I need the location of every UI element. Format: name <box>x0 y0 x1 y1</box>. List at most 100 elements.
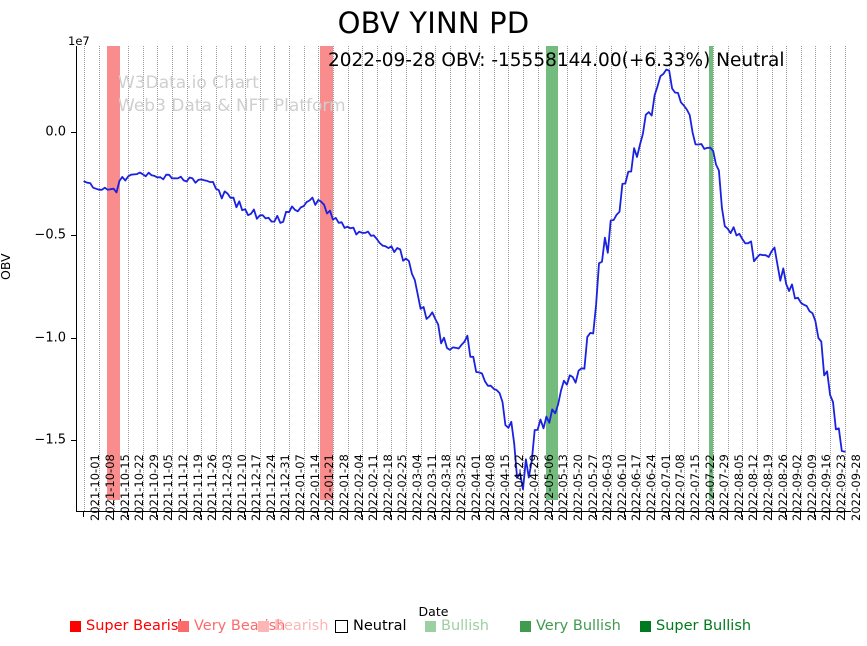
x-axis-tick-label: 2021-10-22 <box>132 454 147 521</box>
x-axis-tick-label: 2022-08-26 <box>775 454 790 521</box>
x-axis-tick-label: 2022-01-21 <box>322 454 337 521</box>
gridline <box>245 46 247 511</box>
gridline <box>508 46 510 511</box>
gridline <box>157 46 159 511</box>
x-axis-tick-mark <box>229 512 231 517</box>
x-axis-tick-mark <box>595 512 597 517</box>
y-axis-tick-mark <box>71 440 76 442</box>
shaded-band <box>320 46 333 500</box>
x-axis-tick-mark <box>522 512 523 517</box>
legend-item[interactable]: Neutral <box>335 618 407 634</box>
x-axis-tick-mark <box>741 512 743 517</box>
x-axis-tick-label: 2022-05-13 <box>556 454 571 521</box>
y-axis-title: OBV <box>0 253 13 280</box>
x-axis-tick-label: 2022-04-08 <box>483 454 498 521</box>
x-axis-tick-mark <box>726 512 728 517</box>
legend-label: Bullish <box>441 618 489 634</box>
legend-swatch <box>178 620 189 632</box>
gridline <box>84 46 86 511</box>
x-axis-tick-label: 2022-04-01 <box>468 454 483 521</box>
x-axis-tick-mark <box>829 512 831 517</box>
legend-label: Very Bullish <box>536 618 621 634</box>
legend-item[interactable]: Bullish <box>425 618 489 634</box>
x-axis-tick-label: 2022-04-15 <box>497 454 512 521</box>
x-axis-tick-label: 2022-07-15 <box>687 454 702 521</box>
x-axis-tick-mark <box>551 512 553 517</box>
x-axis-tick-label: 2022-06-17 <box>629 454 644 521</box>
x-axis-tick-label: 2022-03-04 <box>410 454 424 521</box>
gridline <box>815 46 817 511</box>
gridline <box>98 46 100 511</box>
x-axis-tick-mark <box>814 512 816 517</box>
x-axis-tick-label: 2022-09-28 <box>848 454 863 521</box>
gridline <box>449 46 451 511</box>
x-axis-tick-mark <box>302 512 304 517</box>
x-axis-tick-label: 2022-05-06 <box>541 454 556 521</box>
gridline <box>142 46 144 511</box>
legend-label: Super Bullish <box>656 618 752 634</box>
x-axis-tick-label: 2022-02-25 <box>395 454 410 521</box>
x-axis-tick-label: 2022-07-22 <box>702 454 717 521</box>
x-axis-tick-mark <box>492 512 494 517</box>
x-axis-tick-mark <box>214 512 216 517</box>
x-axis-tick-mark <box>112 512 114 517</box>
x-axis-tick-label: 2022-06-24 <box>644 454 658 521</box>
x-axis-tick-mark <box>288 512 289 517</box>
y-axis-tick-mark <box>71 234 76 236</box>
y-axis-tick-label: −1.5 <box>34 432 66 448</box>
x-axis-tick-mark <box>171 512 172 517</box>
x-axis-tick-label: 2022-06-03 <box>600 454 615 521</box>
legend-swatch <box>335 619 348 633</box>
legend: Super Bearish Very Bearish Bearish Neutral B… <box>0 618 867 640</box>
gridline <box>625 46 627 511</box>
gridline <box>215 46 217 511</box>
gridline <box>522 46 524 511</box>
x-axis-tick-mark <box>653 512 655 517</box>
x-axis-tick-label: 2022-08-05 <box>731 454 746 521</box>
legend-item[interactable]: Bearish <box>258 618 329 634</box>
x-axis-title: Date <box>418 604 449 619</box>
x-axis-tick-label: 2022-03-11 <box>424 454 439 521</box>
gridline <box>800 46 802 511</box>
gridline <box>771 46 773 511</box>
gridline <box>186 46 188 511</box>
x-axis-tick-label: 2021-10-01 <box>88 454 103 521</box>
x-axis-tick-mark <box>156 512 158 517</box>
gridline <box>289 46 291 511</box>
legend-item[interactable]: Super Bullish <box>640 618 751 634</box>
x-axis-tick-mark <box>507 512 509 517</box>
x-axis-tick-label: 2021-11-05 <box>161 454 176 521</box>
x-axis-tick-mark <box>258 512 260 517</box>
x-axis-tick-label: 2022-09-23 <box>834 454 849 521</box>
gridline <box>201 46 203 511</box>
x-axis-tick-label: 2021-11-19 <box>190 454 205 521</box>
x-axis-tick-label: 2021-10-08 <box>102 454 117 521</box>
gridline <box>362 46 364 511</box>
gridline <box>172 46 174 511</box>
chart-title: OBV YINN PD <box>337 6 530 40</box>
x-axis-tick-mark <box>639 512 640 517</box>
gridline <box>698 46 700 511</box>
shaded-band <box>545 46 559 500</box>
x-axis-tick-label: 2022-06-10 <box>614 454 629 521</box>
x-axis-tick-mark <box>799 512 801 517</box>
x-axis-tick-mark <box>375 512 377 517</box>
x-axis-tick-mark <box>463 512 465 517</box>
y-axis-tick-label: −0.5 <box>34 227 66 243</box>
x-axis-tick-label: 2021-10-29 <box>146 454 161 521</box>
x-axis-tick-label: 2022-03-25 <box>453 454 468 521</box>
x-axis-tick-mark <box>273 512 275 517</box>
x-axis-tick-mark <box>609 512 611 517</box>
shaded-band <box>708 46 714 500</box>
gridline <box>420 46 422 511</box>
x-axis-tick-mark <box>434 512 436 517</box>
legend-item[interactable]: Very Bullish <box>520 618 621 634</box>
y-axis-exponent-label: 1e7 <box>68 34 90 48</box>
x-axis-tick-mark <box>317 512 319 517</box>
legend-item[interactable]: Super Bearish <box>70 618 188 634</box>
obv-line-series <box>83 68 846 491</box>
gridline <box>830 46 832 511</box>
x-axis-tick-label: 2021-12-03 <box>219 454 234 521</box>
x-axis-tick-label: 2022-02-18 <box>380 454 395 521</box>
gridline <box>713 46 715 511</box>
